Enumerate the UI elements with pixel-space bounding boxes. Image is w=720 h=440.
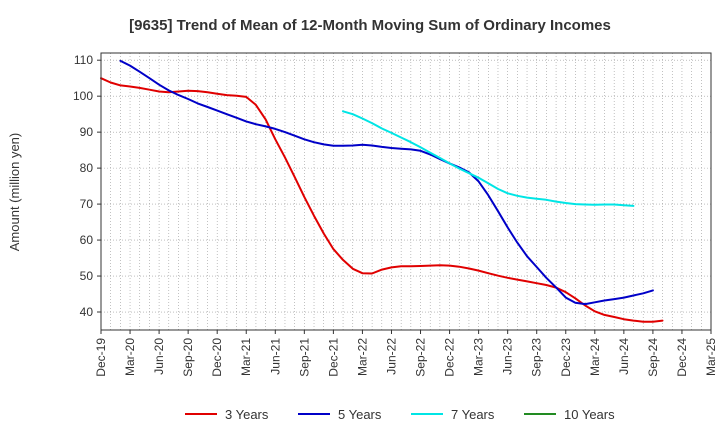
series-line-7-years (342, 110, 635, 207)
x-tick-label: Jun-21 (268, 338, 282, 375)
x-tick-label: Mar-20 (123, 338, 137, 376)
x-tick-label: Dec-20 (210, 338, 224, 377)
x-tick-label: Mar-25 (704, 338, 718, 376)
x-tick-label: Mar-24 (588, 338, 602, 376)
legend: 3 Years 5 Years 7 Years 10 Years (185, 407, 615, 422)
x-tick-label: Dec-22 (443, 338, 457, 377)
x-tick-labels: Dec-19 Mar-20 Jun-20 Sep-20 Dec-20 Mar-21 Jun-… (94, 330, 718, 377)
x-tick-label: Sep-23 (530, 338, 544, 377)
x-tick-label: Sep-20 (181, 338, 195, 377)
y-tick-labels: 40 50 60 70 80 90 100 110 (73, 53, 101, 319)
legend-label: 10 Years (564, 407, 615, 422)
legend-label: 5 Years (338, 407, 382, 422)
series-lines (100, 59, 664, 323)
x-tick-label: Dec-19 (94, 338, 108, 377)
grid-lines (101, 53, 711, 330)
y-tick-label: 80 (80, 161, 94, 175)
x-tick-label: Dec-21 (326, 338, 340, 377)
chart-title: [9635] Trend of Mean of 12-Month Moving … (129, 17, 611, 34)
x-tick-label: Jun-24 (617, 338, 631, 375)
x-tick-label: Mar-22 (355, 338, 369, 376)
x-tick-label: Jun-23 (501, 338, 515, 375)
x-tick-label: Jun-22 (384, 338, 398, 375)
x-tick-label: Mar-21 (239, 338, 253, 376)
x-tick-label: Jun-20 (152, 338, 166, 375)
y-tick-label: 100 (73, 89, 93, 103)
legend-label: 3 Years (225, 407, 269, 422)
x-tick-label: Sep-24 (646, 338, 660, 377)
plot-frame (100, 52, 712, 331)
legend-label: 7 Years (451, 407, 495, 422)
series-line-5-years (119, 59, 654, 306)
x-tick-label: Sep-21 (297, 338, 311, 377)
x-tick-label: Dec-23 (559, 338, 573, 377)
y-tick-label: 40 (80, 305, 94, 319)
x-tick-label: Dec-24 (675, 338, 689, 377)
y-tick-label: 60 (80, 233, 94, 247)
x-tick-label: Mar-23 (472, 338, 486, 376)
x-tick-label: Sep-22 (414, 338, 428, 377)
y-tick-label: 70 (80, 197, 94, 211)
y-tick-label: 50 (80, 269, 94, 283)
y-tick-label: 110 (74, 53, 93, 67)
series-line-3-years (100, 77, 664, 323)
y-tick-label: 90 (80, 125, 94, 139)
y-axis-label: Amount (million yen) (7, 133, 22, 252)
